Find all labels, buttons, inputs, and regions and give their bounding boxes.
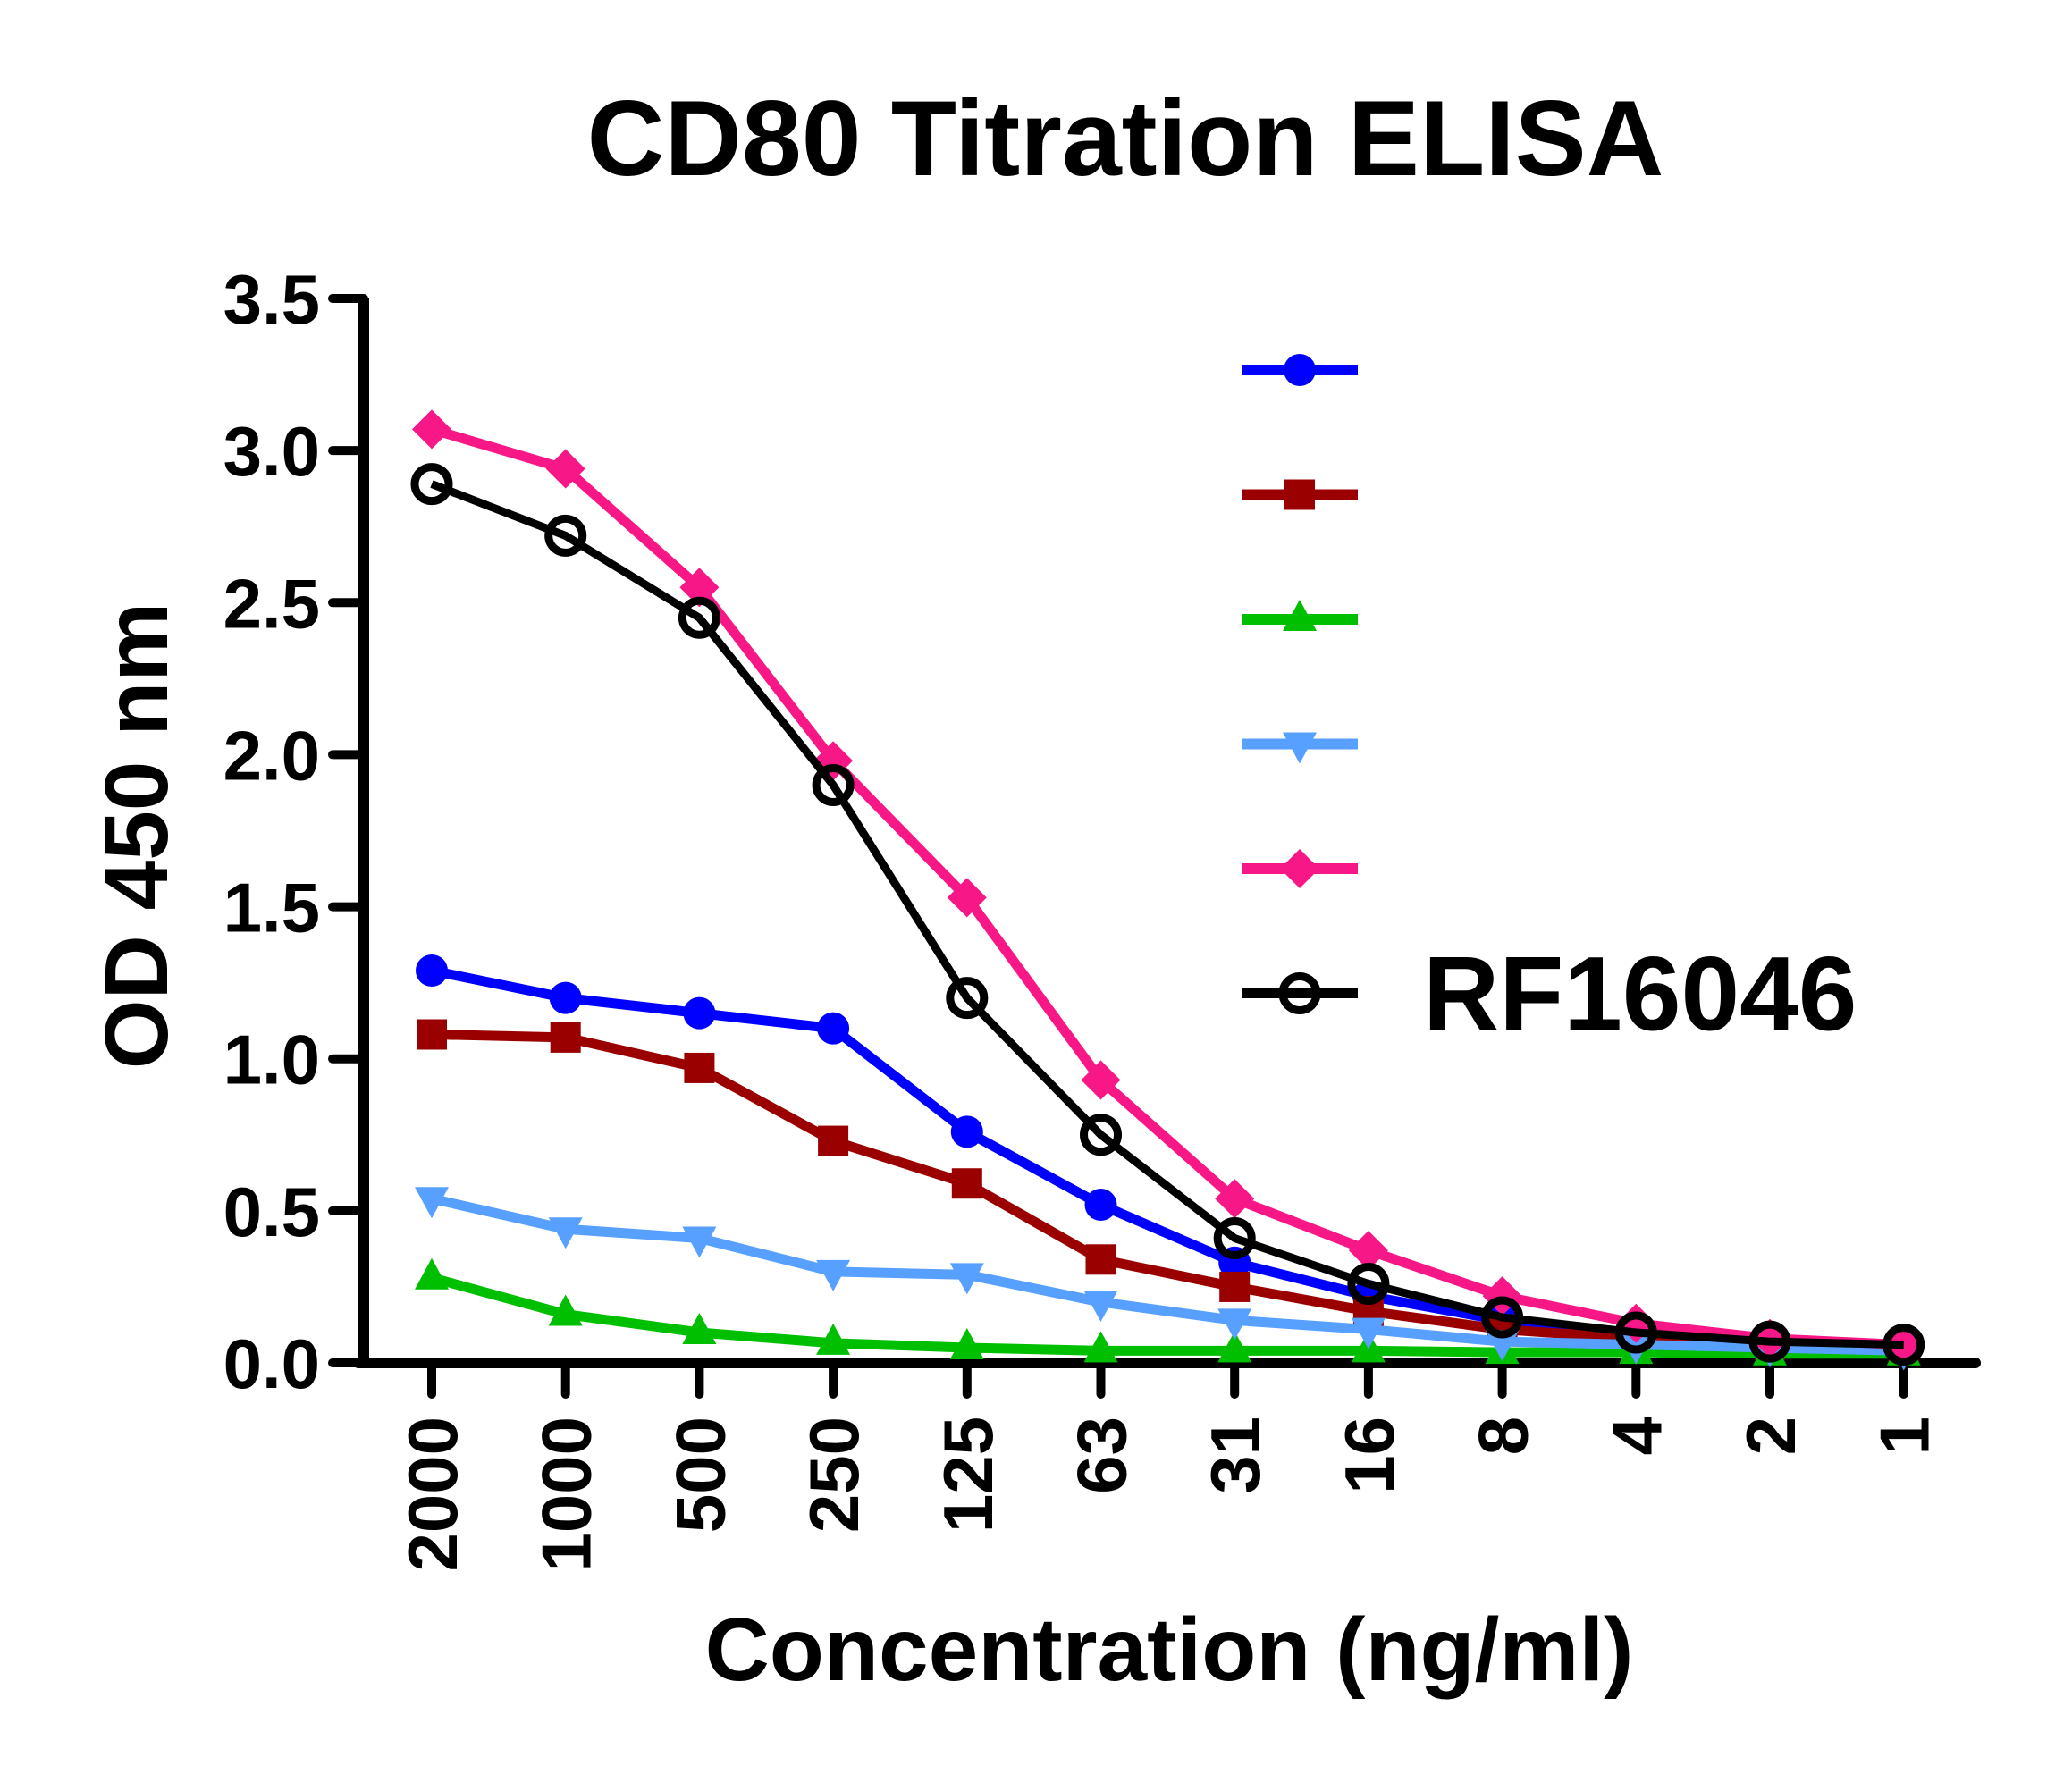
x-tick-label: 8 <box>1464 1417 1543 1455</box>
data-point <box>818 1125 849 1156</box>
x-tick-label: 31 <box>1196 1417 1275 1494</box>
legend-marker <box>1283 600 1317 631</box>
y-ticks: 0.0 0.5 1.0 1.5 2.0 2.5 3.0 3.5 <box>223 260 368 1403</box>
y-tick-label: 2.5 <box>223 564 320 643</box>
data-point <box>816 1323 851 1355</box>
x-tick-label: 1000 <box>527 1417 606 1572</box>
x-tick-label: 63 <box>1063 1417 1141 1494</box>
x-ticks: 2000 1000 500 250 125 63 31 16 8 4 2 1 <box>393 1358 1944 1572</box>
data-point <box>1348 1231 1388 1271</box>
data-point <box>412 409 451 450</box>
series-line <box>430 1273 1904 1359</box>
legend-marker <box>1284 354 1316 386</box>
data-point <box>416 954 448 988</box>
data-point <box>545 449 585 489</box>
x-tick-label: 2 <box>1731 1417 1810 1455</box>
x-tick-label: 2000 <box>393 1417 472 1572</box>
series-rf16046 <box>410 463 1925 1366</box>
x-tick-label: 500 <box>661 1417 739 1533</box>
series-line <box>430 425 1904 1350</box>
y-tick-label: 1.0 <box>223 1021 320 1099</box>
data-point <box>415 1257 449 1290</box>
data-point <box>1748 1320 1791 1363</box>
data-point <box>679 568 720 608</box>
y-tick-label: 2.0 <box>223 716 320 795</box>
series-layer <box>410 409 1925 1371</box>
chart-title: CD80 Titration ELISA <box>587 79 1664 198</box>
y-axis-label: OD 450 nm <box>87 602 187 1069</box>
legend: RF16046 <box>1242 354 1857 1054</box>
data-point <box>683 996 716 1030</box>
legend-marker <box>1284 479 1315 510</box>
data-point <box>682 1312 717 1344</box>
data-point <box>415 1187 449 1219</box>
data-point <box>1083 1331 1118 1363</box>
data-point <box>678 596 720 639</box>
legend-item <box>1242 354 1358 386</box>
data-point <box>1217 1308 1252 1341</box>
x-tick-label: 125 <box>929 1417 1007 1533</box>
y-tick-label: 0.0 <box>223 1324 320 1403</box>
data-point <box>549 981 582 1014</box>
data-point <box>1080 1114 1122 1156</box>
data-point <box>1217 1331 1252 1363</box>
y-tick-label: 3.5 <box>223 260 320 339</box>
data-point <box>1481 1296 1524 1339</box>
legend-item <box>1242 732 1358 764</box>
legend-marker <box>1283 732 1317 764</box>
data-point <box>949 1263 984 1295</box>
data-point <box>1219 1271 1251 1302</box>
data-point <box>1213 1216 1256 1259</box>
data-point <box>1215 1179 1255 1219</box>
data-point <box>1083 1290 1118 1322</box>
series-line <box>430 480 1904 1349</box>
data-point <box>1085 1244 1116 1275</box>
data-point <box>682 1226 717 1258</box>
legend-item <box>1242 849 1358 888</box>
data-point <box>417 1019 447 1050</box>
data-point <box>1347 1263 1390 1306</box>
data-point <box>1081 1060 1121 1100</box>
data-point <box>951 1168 982 1199</box>
legend-item <box>1242 600 1358 631</box>
y-tick-label: 1.5 <box>223 869 320 947</box>
data-point <box>550 1022 581 1053</box>
data-point <box>1084 1189 1117 1222</box>
data-point <box>1351 1317 1386 1349</box>
data-point <box>548 1294 583 1326</box>
x-tick-label: 1 <box>1866 1417 1944 1455</box>
data-point <box>1614 1311 1657 1354</box>
series-line <box>431 1029 1904 1353</box>
x-tick-label: 16 <box>1330 1417 1409 1494</box>
series-5 <box>412 409 1924 1365</box>
axes <box>353 298 1981 1368</box>
data-point <box>946 977 989 1020</box>
data-point <box>548 1217 583 1249</box>
data-point <box>947 878 987 918</box>
legend-item <box>1242 479 1358 510</box>
x-tick-label: 250 <box>795 1417 873 1533</box>
legend-marker <box>1280 849 1319 888</box>
data-point <box>410 463 453 506</box>
data-point <box>950 1115 983 1148</box>
y-tick-label: 3.0 <box>223 412 320 491</box>
data-point <box>544 514 587 557</box>
data-point <box>684 1052 715 1083</box>
x-axis-label: Concentration (ng/ml) <box>705 1600 1634 1700</box>
legend-item: RF16046 <box>1242 936 1857 1054</box>
data-point <box>949 1327 984 1359</box>
data-point <box>1485 1330 1520 1362</box>
data-point <box>812 763 855 806</box>
legend-marker <box>1278 972 1321 1014</box>
data-point <box>1882 1324 1925 1366</box>
series-line <box>430 1193 1904 1356</box>
y-tick-label: 0.5 <box>223 1173 320 1251</box>
x-tick-label: 4 <box>1597 1417 1676 1455</box>
series-4 <box>415 1187 1921 1371</box>
legend-label: RF16046 <box>1423 936 1857 1054</box>
data-point <box>816 1259 851 1291</box>
data-point <box>817 1012 850 1045</box>
